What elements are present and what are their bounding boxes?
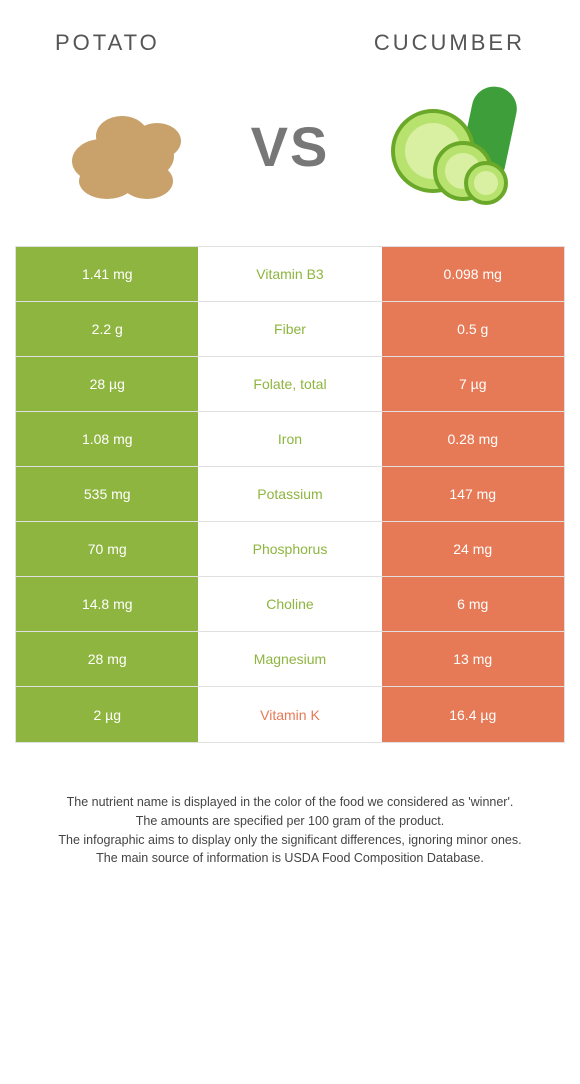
left-value: 28 µg (16, 357, 198, 411)
footer-line-1: The nutrient name is displayed in the co… (20, 793, 560, 812)
left-value: 1.41 mg (16, 247, 198, 301)
table-row: 535 mgPotassium147 mg (16, 467, 564, 522)
right-value: 0.5 g (382, 302, 564, 356)
table-row: 2.2 gFiber0.5 g (16, 302, 564, 357)
images-row: VS (15, 76, 565, 216)
right-value: 147 mg (382, 467, 564, 521)
left-value: 2.2 g (16, 302, 198, 356)
left-value: 2 µg (16, 687, 198, 742)
vs-label: VS (251, 114, 330, 179)
table-row: 1.41 mgVitamin B30.098 mg (16, 247, 564, 302)
footer-line-3: The infographic aims to display only the… (20, 831, 560, 850)
nutrient-name: Vitamin K (198, 687, 381, 742)
right-value: 0.28 mg (382, 412, 564, 466)
nutrient-name: Magnesium (198, 632, 381, 686)
nutrient-name: Iron (198, 412, 381, 466)
table-row: 28 µgFolate, total7 µg (16, 357, 564, 412)
table-row: 1.08 mgIron0.28 mg (16, 412, 564, 467)
left-value: 1.08 mg (16, 412, 198, 466)
table-row: 28 mgMagnesium13 mg (16, 632, 564, 687)
nutrient-table: 1.41 mgVitamin B30.098 mg2.2 gFiber0.5 g… (15, 246, 565, 743)
right-food-title: Cucumber (374, 30, 525, 56)
table-row: 14.8 mgCholine6 mg (16, 577, 564, 632)
right-value: 16.4 µg (382, 687, 564, 742)
footer-line-4: The main source of information is USDA F… (20, 849, 560, 868)
nutrient-name: Folate, total (198, 357, 381, 411)
footer-notes: The nutrient name is displayed in the co… (15, 793, 565, 868)
right-value: 0.098 mg (382, 247, 564, 301)
right-value: 24 mg (382, 522, 564, 576)
right-value: 7 µg (382, 357, 564, 411)
nutrient-name: Potassium (198, 467, 381, 521)
table-row: 2 µgVitamin K16.4 µg (16, 687, 564, 742)
nutrient-name: Phosphorus (198, 522, 381, 576)
nutrient-name: Vitamin B3 (198, 247, 381, 301)
cucumber-image (373, 76, 533, 216)
nutrient-name: Choline (198, 577, 381, 631)
left-food-title: Potato (55, 30, 160, 56)
left-value: 28 mg (16, 632, 198, 686)
table-row: 70 mgPhosphorus24 mg (16, 522, 564, 577)
header: Potato Cucumber (15, 20, 565, 76)
left-value: 535 mg (16, 467, 198, 521)
left-value: 14.8 mg (16, 577, 198, 631)
right-value: 13 mg (382, 632, 564, 686)
nutrient-name: Fiber (198, 302, 381, 356)
right-value: 6 mg (382, 577, 564, 631)
potato-image (47, 76, 207, 216)
footer-line-2: The amounts are specified per 100 gram o… (20, 812, 560, 831)
left-value: 70 mg (16, 522, 198, 576)
